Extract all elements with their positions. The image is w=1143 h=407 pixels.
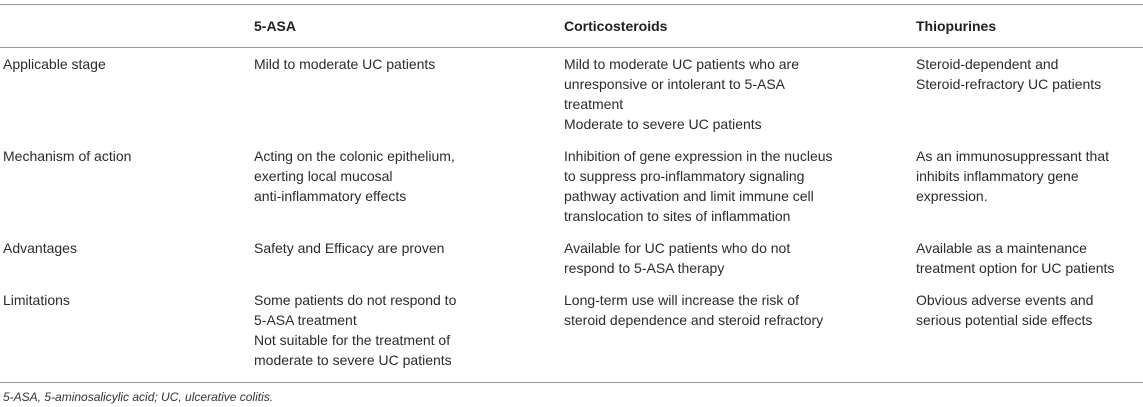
cell-text-line: Some patients do not respond to	[254, 292, 457, 308]
cell-text-line: Not suitable for the treatment of	[254, 332, 451, 348]
comparison-table-container: 5-ASA Corticosteroids Thiopurines Applic…	[0, 4, 1143, 383]
cell-text-line: steroid dependence and steroid refractor…	[564, 312, 824, 328]
cell-text-line: Acting on the colonic epithelium,	[254, 148, 455, 164]
cell-text-line: Steroid-dependent and	[916, 56, 1059, 72]
cell-text-line: moderate to severe UC patients	[254, 352, 452, 368]
cell-text-line: exerting local mucosal	[254, 168, 393, 184]
cell-text-line: unresponsive or intolerant to 5-ASA	[564, 76, 786, 92]
cell-text-line: to suppress pro-inflammatory signaling	[564, 168, 805, 184]
cell-text-line: As an immunosuppressant that	[916, 148, 1109, 164]
table-body: Applicable stage Mild to moderate UC pat…	[0, 48, 1143, 383]
cell-thiopurines: Available as a maintenance treatment opt…	[916, 232, 1143, 284]
header-row-label	[0, 4, 254, 48]
table-row: Advantages Safety and Efficacy are prove…	[0, 232, 1143, 284]
table-footnote: 5-ASA, 5-aminosalicylic acid; UC, ulcera…	[3, 390, 274, 404]
cell-corticosteroids: Inhibition of gene expression in the nuc…	[564, 140, 916, 232]
cell-text-line: pathway activation and limit immune cell	[564, 188, 814, 204]
cell-text-line: inhibits inflammatory gene	[916, 168, 1079, 184]
cell-text-line: Steroid-refractory UC patients	[916, 76, 1102, 92]
cell-text-line: treatment	[564, 96, 624, 112]
header-corticosteroids: Corticosteroids	[564, 4, 916, 48]
cell-5-asa: Acting on the colonic epithelium, exerti…	[254, 140, 564, 232]
table-header-row: 5-ASA Corticosteroids Thiopurines	[0, 4, 1143, 48]
cell-corticosteroids: Available for UC patients who do not res…	[564, 232, 916, 284]
table-row: Mechanism of action Acting on the coloni…	[0, 140, 1143, 232]
cell-thiopurines: Obvious adverse events and serious poten…	[916, 284, 1143, 383]
cell-text-line: Inhibition of gene expression in the nuc…	[564, 148, 833, 164]
cell-text-line: Long-term use will increase the risk of	[564, 292, 799, 308]
cell-text-line: respond to 5-ASA therapy	[564, 260, 725, 276]
table-row: Limitations Some patients do not respond…	[0, 284, 1143, 383]
table-row: Applicable stage Mild to moderate UC pat…	[0, 48, 1143, 141]
cell-thiopurines: As an immunosuppressant that inhibits in…	[916, 140, 1143, 232]
row-label-mechanism-of-action: Mechanism of action	[3, 148, 132, 164]
cell-text-line: Mild to moderate UC patients	[254, 56, 436, 72]
cell-thiopurines: Steroid-dependent and Steroid-refractory…	[916, 48, 1143, 141]
header-5-asa: 5-ASA	[254, 4, 564, 48]
cell-text-line: treatment option for UC patients	[916, 260, 1115, 276]
row-label-applicable-stage: Applicable stage	[3, 56, 106, 72]
treatment-comparison-table: 5-ASA Corticosteroids Thiopurines Applic…	[0, 4, 1143, 383]
cell-text-line: expression.	[916, 188, 988, 204]
cell-text-line: 5-ASA treatment	[254, 312, 357, 328]
cell-text-line: Obvious adverse events and	[916, 292, 1094, 308]
cell-text-line: Available as a maintenance	[916, 240, 1087, 256]
cell-corticosteroids: Long-term use will increase the risk of …	[564, 284, 916, 383]
cell-text-line: anti-inflammatory effects	[254, 188, 407, 204]
cell-text-line: serious potential side effects	[916, 312, 1093, 328]
cell-text-line: Mild to moderate UC patients who are	[564, 56, 799, 72]
cell-text-line: Moderate to severe UC patients	[564, 116, 762, 132]
row-label-limitations: Limitations	[0, 284, 254, 383]
row-label-advantages: Advantages	[3, 240, 77, 256]
cell-text-line: Available for UC patients who do not	[564, 240, 791, 256]
cell-5-asa: Safety and Efficacy are proven	[254, 232, 564, 284]
cell-text-line: translocation to sites of inflammation	[564, 208, 791, 224]
header-thiopurines: Thiopurines	[916, 4, 1143, 48]
cell-5-asa: Mild to moderate UC patients	[254, 48, 564, 141]
cell-corticosteroids: Mild to moderate UC patients who are unr…	[564, 48, 916, 141]
cell-text-line: Safety and Efficacy are proven	[254, 240, 445, 256]
cell-5-asa: Some patients do not respond to 5-ASA tr…	[254, 284, 564, 383]
